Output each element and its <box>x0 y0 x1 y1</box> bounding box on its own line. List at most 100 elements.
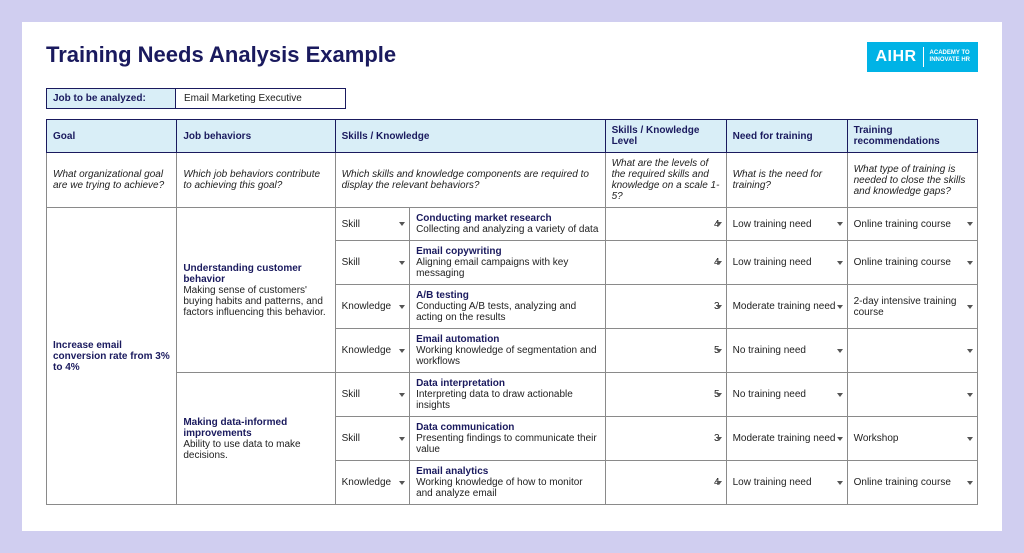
chevron-down-icon <box>967 222 973 226</box>
logo-separator <box>923 47 924 67</box>
desc-behaviors: Which job behaviors contribute to achiev… <box>177 153 335 208</box>
type-cell[interactable]: Skill <box>335 417 409 461</box>
level-cell[interactable]: 4 <box>605 241 726 285</box>
chevron-down-icon <box>967 261 973 265</box>
chevron-down-icon <box>837 437 843 441</box>
rec-cell[interactable]: Online training course <box>847 241 977 285</box>
type-cell[interactable]: Skill <box>335 373 409 417</box>
type-cell[interactable]: Knowledge <box>335 461 409 505</box>
col-need: Need for training <box>726 120 847 153</box>
table-desc-row: What organizational goal are we trying t… <box>47 153 978 208</box>
need-cell[interactable]: Moderate training need <box>726 417 847 461</box>
skill-desc: Interpreting data to draw actionable ins… <box>416 389 573 411</box>
chevron-down-icon <box>399 437 405 441</box>
chevron-down-icon <box>837 481 843 485</box>
skill-title: Data communication <box>416 422 599 433</box>
behavior-cell: Making data-informed improvements Abilit… <box>177 373 335 505</box>
chevron-down-icon <box>716 261 722 265</box>
need-cell[interactable]: Low training need <box>726 208 847 241</box>
chevron-down-icon <box>716 305 722 309</box>
need-cell[interactable]: Low training need <box>726 241 847 285</box>
skill-desc: Aligning email campaigns with key messag… <box>416 257 568 279</box>
chevron-down-icon <box>967 349 973 353</box>
rec-cell[interactable]: 2-day intensive training course <box>847 285 977 329</box>
chevron-down-icon <box>837 261 843 265</box>
col-skills: Skills / Knowledge <box>335 120 605 153</box>
skill-title: Conducting market research <box>416 213 599 224</box>
job-row: Job to be analyzed: Email Marketing Exec… <box>46 88 978 109</box>
type-cell[interactable]: Skill <box>335 208 409 241</box>
need-cell[interactable]: Moderate training need <box>726 285 847 329</box>
rec-cell[interactable]: Online training course <box>847 461 977 505</box>
level-cell[interactable]: 3 <box>605 417 726 461</box>
skill-desc: Working knowledge of how to monitor and … <box>416 477 583 499</box>
skill-title: Email copywriting <box>416 246 599 257</box>
skill-desc: Working knowledge of segmentation and wo… <box>416 345 596 367</box>
chevron-down-icon <box>837 222 843 226</box>
page: Training Needs Analysis Example AIHR ACA… <box>22 22 1002 531</box>
brand-logo: AIHR ACADEMY TO INNOVATE HR <box>867 42 978 72</box>
skill-cell: Data interpretation Interpreting data to… <box>410 373 606 417</box>
col-recs: Training recommendations <box>847 120 977 153</box>
chevron-down-icon <box>399 481 405 485</box>
chevron-down-icon <box>837 305 843 309</box>
skill-title: Email automation <box>416 334 599 345</box>
rec-cell[interactable] <box>847 329 977 373</box>
analysis-table: Goal Job behaviors Skills / Knowledge Sk… <box>46 119 978 505</box>
need-cell[interactable]: No training need <box>726 329 847 373</box>
chevron-down-icon <box>716 481 722 485</box>
chevron-down-icon <box>399 261 405 265</box>
desc-goal: What organizational goal are we trying t… <box>47 153 177 208</box>
skill-desc: Conducting A/B tests, analyzing and acti… <box>416 301 576 323</box>
chevron-down-icon <box>967 437 973 441</box>
skill-cell: Email analytics Working knowledge of how… <box>410 461 606 505</box>
col-behaviors: Job behaviors <box>177 120 335 153</box>
need-cell[interactable]: Low training need <box>726 461 847 505</box>
desc-level: What are the levels of the required skil… <box>605 153 726 208</box>
level-cell[interactable]: 4 <box>605 208 726 241</box>
skill-cell: Conducting market research Collecting an… <box>410 208 606 241</box>
col-goal: Goal <box>47 120 177 153</box>
chevron-down-icon <box>716 437 722 441</box>
skill-desc: Collecting and analyzing a variety of da… <box>416 224 598 235</box>
type-cell[interactable]: Skill <box>335 241 409 285</box>
behavior-desc: Ability to use data to make decisions. <box>183 439 300 461</box>
chevron-down-icon <box>716 393 722 397</box>
job-value: Email Marketing Executive <box>176 88 346 109</box>
behavior-desc: Making sense of customers' buying habits… <box>183 285 325 318</box>
chevron-down-icon <box>967 393 973 397</box>
level-cell[interactable]: 5 <box>605 329 726 373</box>
level-cell[interactable]: 3 <box>605 285 726 329</box>
col-level: Skills / Knowledge Level <box>605 120 726 153</box>
skill-cell: Email copywriting Aligning email campaig… <box>410 241 606 285</box>
need-cell[interactable]: No training need <box>726 373 847 417</box>
desc-recs: What type of training is needed to close… <box>847 153 977 208</box>
desc-skills: Which skills and knowledge components ar… <box>335 153 605 208</box>
skill-cell: Email automation Working knowledge of se… <box>410 329 606 373</box>
table-header-row: Goal Job behaviors Skills / Knowledge Sk… <box>47 120 978 153</box>
skill-desc: Presenting findings to communicate their… <box>416 433 597 455</box>
type-cell[interactable]: Knowledge <box>335 285 409 329</box>
header: Training Needs Analysis Example AIHR ACA… <box>46 42 978 72</box>
type-cell[interactable]: Knowledge <box>335 329 409 373</box>
logo-subtitle: ACADEMY TO INNOVATE HR <box>930 50 970 63</box>
rec-cell[interactable]: Workshop <box>847 417 977 461</box>
skill-cell: A/B testing Conducting A/B tests, analyz… <box>410 285 606 329</box>
rec-cell[interactable]: Online training course <box>847 208 977 241</box>
desc-need: What is the need for training? <box>726 153 847 208</box>
chevron-down-icon <box>399 349 405 353</box>
level-cell[interactable]: 5 <box>605 373 726 417</box>
chevron-down-icon <box>967 305 973 309</box>
level-cell[interactable]: 4 <box>605 461 726 505</box>
behavior-title: Understanding customer behavior <box>183 263 328 285</box>
chevron-down-icon <box>967 481 973 485</box>
page-title: Training Needs Analysis Example <box>46 42 396 68</box>
job-label: Job to be analyzed: <box>46 88 176 109</box>
chevron-down-icon <box>399 393 405 397</box>
rec-cell[interactable] <box>847 373 977 417</box>
skill-title: A/B testing <box>416 290 599 301</box>
skill-title: Email analytics <box>416 466 599 477</box>
table-row: Increase email conversion rate from 3% t… <box>47 208 978 241</box>
chevron-down-icon <box>399 305 405 309</box>
skill-title: Data interpretation <box>416 378 599 389</box>
